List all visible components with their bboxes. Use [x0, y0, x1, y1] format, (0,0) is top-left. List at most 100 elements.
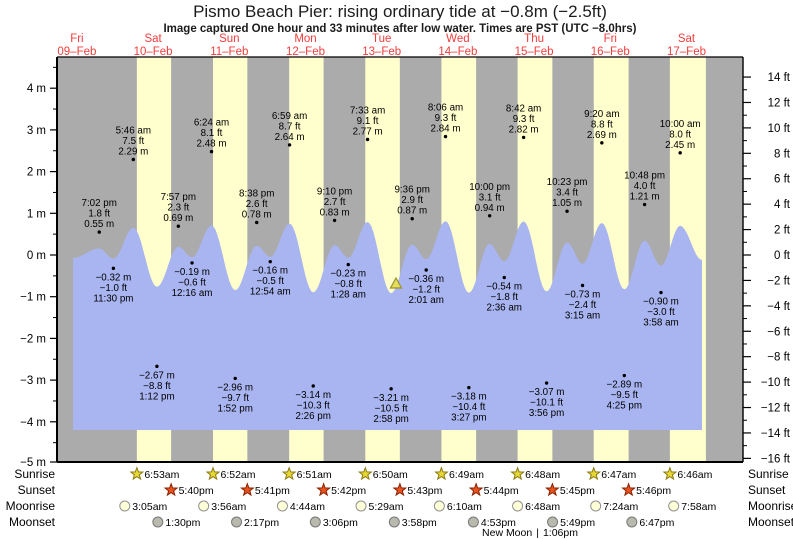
right-axis-label: −10 ft — [761, 377, 791, 389]
tide-event-text: 10:00 am — [660, 119, 701, 130]
tide-event-text: 2.3 ft — [167, 203, 189, 214]
tide-event-text: −1.0 ft — [100, 283, 128, 294]
tide-event-dot — [467, 385, 471, 390]
tide-event-dot — [176, 224, 181, 228]
tide-event-text: 4:25 pm — [607, 401, 642, 412]
moonrise-circle-icon — [668, 500, 680, 512]
tide-event-text: 0.87 m — [397, 206, 427, 217]
tide-event-text: 9:10 pm — [317, 186, 352, 197]
tide-area-layer — [73, 221, 702, 430]
tide-event-text: −10.3 ft — [297, 400, 330, 411]
tide-event-text: 1:28 am — [331, 290, 366, 301]
right-axis-label: 10 ft — [768, 123, 791, 135]
tide-event-text: −2.96 m — [217, 382, 253, 393]
tide-event-text: −3.0 ft — [647, 307, 675, 318]
moonset-time: 1:30pm — [165, 517, 200, 529]
tide-event-dot — [389, 387, 393, 391]
tide-event-low: −3.07 m−10.1 ft3:56 pm — [529, 381, 565, 419]
day-date-label: 15–Feb — [515, 46, 554, 58]
sunset-time: 5:42pm — [331, 485, 366, 497]
tide-event-text: −2.89 m — [606, 380, 642, 391]
astro-row-label-right: Sunrise — [748, 467, 789, 481]
tide-event-high: 7:33 am9.1 ft2.77 m — [350, 105, 385, 142]
sunrise-star-icon — [129, 466, 145, 481]
tide-event-text: 8:38 pm — [239, 188, 274, 199]
tide-event-text: −0.73 m — [565, 289, 601, 300]
tide-event-text: 8.1 ft — [201, 128, 223, 139]
sunrise-star-icon — [510, 466, 525, 481]
left-axis-label: 0 m — [27, 250, 46, 262]
sunset-star-icon — [240, 482, 255, 497]
tide-event-text: 5:46 am — [116, 126, 151, 137]
tide-event-dot — [255, 220, 259, 225]
right-axis-label: 0 ft — [774, 250, 791, 262]
tide-event-high: 10:00 pm3.1 ft0.94 m — [469, 182, 510, 218]
tide-event-high: 8:42 am9.3 ft2.82 m — [506, 103, 541, 140]
tide-event-high: 8:06 am9.3 ft2.84 m — [428, 103, 463, 139]
tide-event-low: −3.14 m−10.3 ft2:26 pm — [295, 384, 331, 422]
moonrise-circle-icon — [355, 500, 367, 512]
tide-event-high: 10:00 am8.0 ft2.45 m — [660, 119, 701, 155]
moonrise-time: 6:48am — [525, 501, 560, 513]
tide-event-text: −1.8 ft — [490, 292, 518, 303]
tide-event-dot — [502, 275, 506, 280]
day-name-label: Fri — [70, 33, 83, 45]
tide-event-text: 9.3 ft — [435, 113, 457, 124]
left-axis-label: −1 m — [20, 292, 46, 304]
tide-event-text: 12:54 am — [250, 287, 291, 298]
tide-event-text: −3.07 m — [529, 387, 565, 398]
tide-event-text: −0.19 m — [174, 267, 210, 278]
right-axis-label: 14 ft — [768, 72, 791, 84]
tide-event-dot — [332, 218, 337, 223]
astro-row-label-right: Moonset — [748, 515, 793, 529]
sunset-star-icon — [468, 482, 484, 497]
tide-event-text: 1.8 ft — [88, 209, 110, 220]
tide-event-high: 10:48 pm4.0 ft1.21 m — [624, 171, 665, 207]
day-name-label: Tue — [372, 33, 391, 45]
tide-event-dot — [155, 364, 159, 369]
tide-event-high: 10:23 pm3.4 ft1.05 m — [547, 177, 588, 213]
moonrise-circle-icon — [119, 500, 131, 512]
tide-event-text: 3:27 pm — [451, 413, 486, 424]
moonrise-time: 6:10am — [447, 501, 482, 513]
tide-event-text: 3:15 am — [565, 310, 600, 321]
moonset-circle-icon — [152, 516, 164, 528]
right-axis-label: 8 ft — [774, 148, 791, 160]
day-labels: Fri09–FebSat10–FebSun11–FebMon12–FebTue1… — [57, 33, 706, 58]
tide-event-text: 8.7 ft — [279, 121, 301, 132]
tide-event-text: −3.21 m — [373, 393, 409, 404]
tide-event-text: 7:02 pm — [82, 198, 117, 209]
tide-event-dot — [487, 214, 492, 218]
tide-event-dot — [410, 217, 414, 221]
moonset-time: 3:58pm — [402, 517, 437, 529]
left-axis-label: 4 m — [27, 83, 46, 95]
tide-event-text: 1.21 m — [630, 192, 660, 203]
tide-event-dot — [365, 137, 370, 142]
axes-frame: −5 m −4 m −3 m −2 m −1 m 0 m 1 m 2 m 3 m 4 m −16 f… — [20, 56, 791, 469]
tide-event-high: 9:20 am8.8 ft2.69 m — [584, 109, 620, 145]
sunset-time: 5:40pm — [179, 485, 214, 497]
tide-event-text: 10:23 pm — [547, 177, 588, 188]
sunset-time: 5:46pm — [636, 485, 671, 497]
tide-event-text: 2.64 m — [275, 132, 305, 143]
sunset-star-icon — [621, 482, 636, 497]
moonset-circle-icon — [467, 516, 479, 528]
tide-event-text: −0.54 m — [486, 282, 522, 293]
tide-event-text: −10.1 ft — [530, 398, 563, 409]
sunrise-star-icon — [662, 466, 678, 481]
tide-event-dot — [111, 266, 116, 271]
right-axis-label: 12 ft — [768, 97, 791, 109]
tide-event-text: 0.83 m — [320, 207, 350, 218]
day-date-label: 16–Feb — [591, 46, 630, 58]
tide-event-text: −3.18 m — [451, 392, 487, 403]
astro-rows: Sunrise Sunrise 6:53am 6:52am 6:51am 6:50am 6:… — [6, 466, 793, 529]
tide-event-dot — [131, 157, 136, 162]
tide-event-text: 2.45 m — [665, 140, 695, 151]
day-date-label: 17–Feb — [667, 46, 706, 58]
right-axis-label: −6 ft — [767, 326, 791, 338]
sunrise-time: 6:53am — [144, 469, 179, 481]
tide-event-text: 2.84 m — [431, 124, 461, 135]
sunrise-time: 6:50am — [373, 469, 408, 481]
right-axis-label: −8 ft — [767, 352, 791, 364]
sunrise-time: 6:46am — [677, 469, 712, 481]
